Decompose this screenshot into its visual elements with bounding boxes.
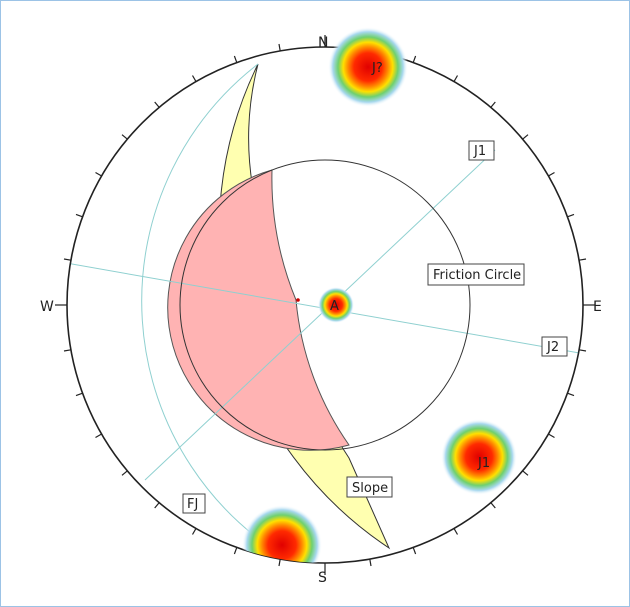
tick-mark bbox=[490, 502, 496, 509]
pole-east-label: J1 bbox=[477, 456, 490, 471]
north-label: N bbox=[318, 35, 328, 51]
tick-mark bbox=[578, 258, 587, 261]
svg-text:Slope: Slope bbox=[352, 481, 388, 496]
label-j1: J1 bbox=[468, 140, 495, 161]
svg-text:Friction Circle: Friction Circle bbox=[433, 268, 521, 283]
tick-mark bbox=[75, 392, 83, 397]
tick-mark bbox=[191, 528, 197, 535]
tick-mark bbox=[121, 134, 128, 140]
tick-mark bbox=[412, 55, 417, 63]
tick-mark bbox=[233, 55, 238, 63]
tick-mark bbox=[490, 101, 496, 108]
label-j2: J2 bbox=[541, 336, 568, 357]
friction-circle bbox=[179, 159, 471, 451]
label-fj: FJ bbox=[182, 493, 206, 514]
tick-mark bbox=[522, 470, 529, 476]
tick-mark bbox=[578, 349, 587, 352]
tick-mark bbox=[453, 528, 459, 535]
failure-zone bbox=[167, 169, 350, 451]
pole-center: A bbox=[318, 287, 354, 323]
tick-mark bbox=[548, 433, 555, 439]
tick-mark bbox=[63, 258, 72, 261]
tick-mark bbox=[567, 392, 575, 397]
tick-mark bbox=[278, 43, 281, 52]
pole-center-label: A bbox=[330, 299, 339, 314]
tick-mark bbox=[369, 558, 372, 567]
tick-mark bbox=[278, 558, 281, 567]
tick-mark bbox=[154, 502, 160, 509]
label-slope: Slope bbox=[346, 476, 393, 498]
tick-mark bbox=[121, 470, 128, 476]
svg-text:FJ: FJ bbox=[187, 497, 198, 512]
tick-mark bbox=[63, 349, 72, 352]
tick-mark bbox=[75, 213, 83, 218]
west-label: W bbox=[40, 299, 54, 315]
svg-text:J2: J2 bbox=[546, 340, 559, 355]
tick-mark bbox=[95, 433, 102, 439]
label-friction-circle: Friction Circle bbox=[427, 263, 525, 286]
svg-text:J1: J1 bbox=[473, 144, 486, 159]
pole-north-label: J? bbox=[371, 61, 383, 76]
pole-east: J1 bbox=[441, 419, 517, 495]
center-point bbox=[296, 298, 300, 302]
south-label: S bbox=[318, 570, 327, 586]
east-label: E bbox=[593, 299, 602, 315]
tick-mark bbox=[233, 547, 238, 555]
tick-mark bbox=[567, 213, 575, 218]
pole-north: J? bbox=[328, 27, 408, 107]
pole-south bbox=[242, 505, 322, 563]
tick-mark bbox=[191, 75, 197, 82]
tick-mark bbox=[548, 171, 555, 177]
tick-mark bbox=[95, 171, 102, 177]
tick-mark bbox=[154, 101, 160, 108]
tick-mark bbox=[522, 134, 529, 140]
tick-mark bbox=[453, 75, 459, 82]
tick-mark bbox=[412, 547, 417, 555]
